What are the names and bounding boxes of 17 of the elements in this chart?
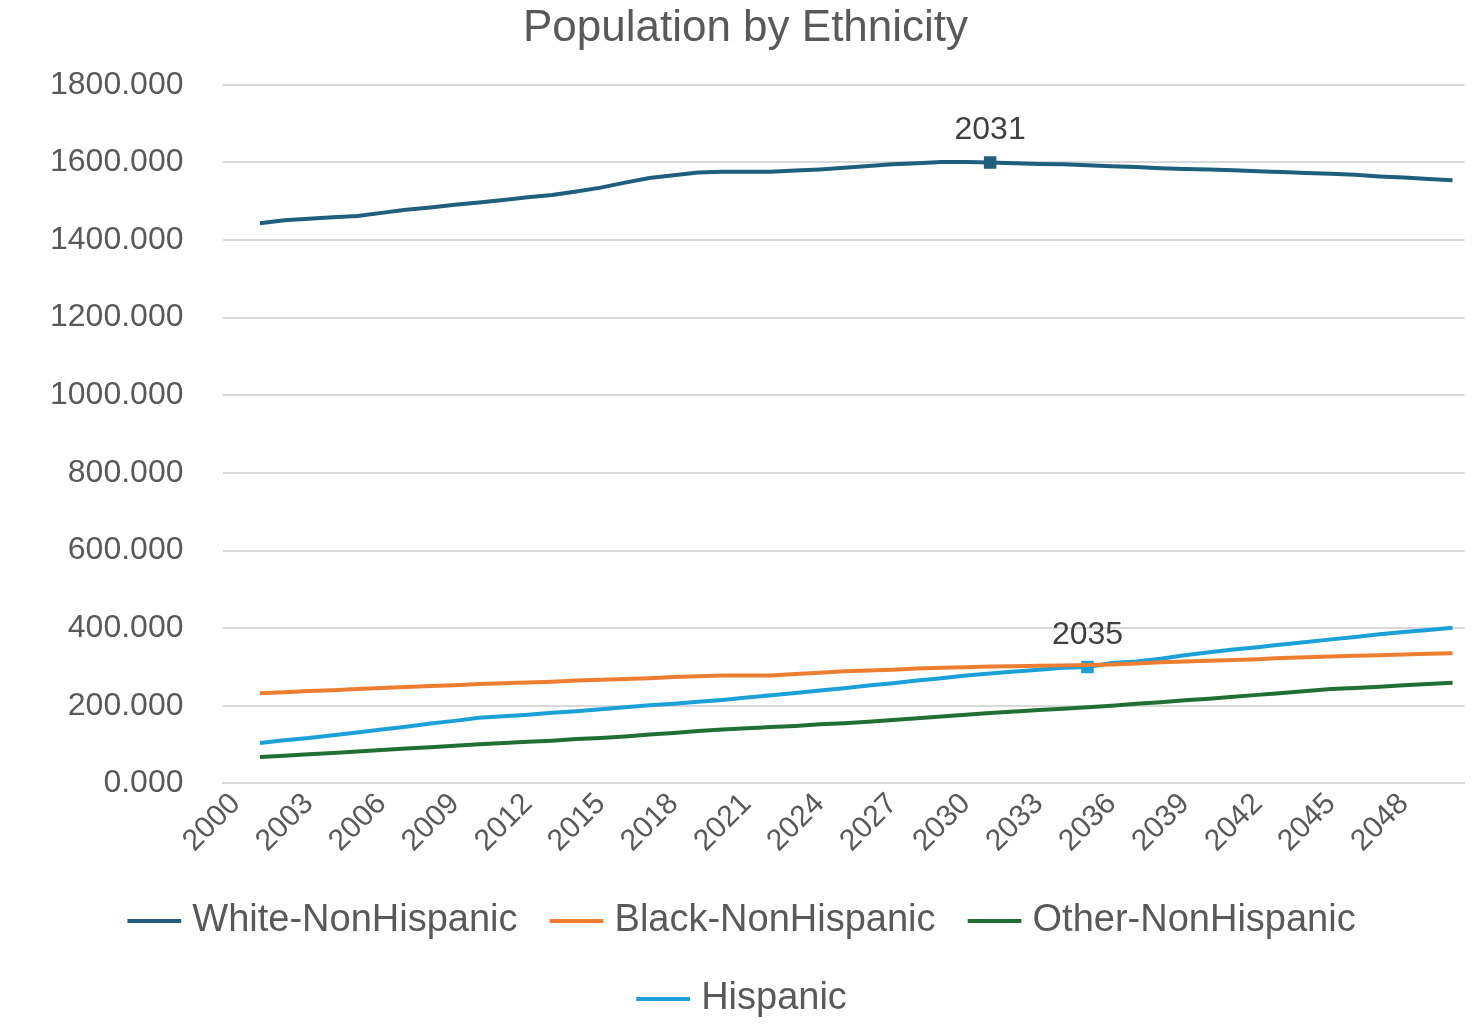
y-tick-label: 0.000 bbox=[103, 763, 184, 800]
legend-label: Hispanic bbox=[701, 975, 847, 1018]
y-tick-label: 400.000 bbox=[67, 607, 184, 644]
y-tick-label: 800.000 bbox=[67, 452, 184, 489]
y-tick-label: 600.000 bbox=[67, 530, 184, 567]
y-tick-label: 1000.000 bbox=[50, 375, 184, 412]
y-tick-label: 1400.000 bbox=[50, 219, 184, 256]
legend-label: Other-NonHispanic bbox=[1032, 897, 1356, 940]
legend-label: White-NonHispanic bbox=[192, 897, 518, 940]
y-tick-label: 1600.000 bbox=[50, 142, 184, 179]
y-tick-label: 200.000 bbox=[67, 685, 184, 722]
annotation: 2035 bbox=[1051, 614, 1124, 651]
chart-title: Population by Ethnicity bbox=[522, 0, 969, 50]
legend-label: Black-NonHispanic bbox=[614, 897, 936, 940]
annotation: 2031 bbox=[954, 110, 1026, 147]
y-tick-label: 1800.000 bbox=[50, 64, 184, 101]
y-tick-label: 1200.000 bbox=[50, 297, 184, 334]
